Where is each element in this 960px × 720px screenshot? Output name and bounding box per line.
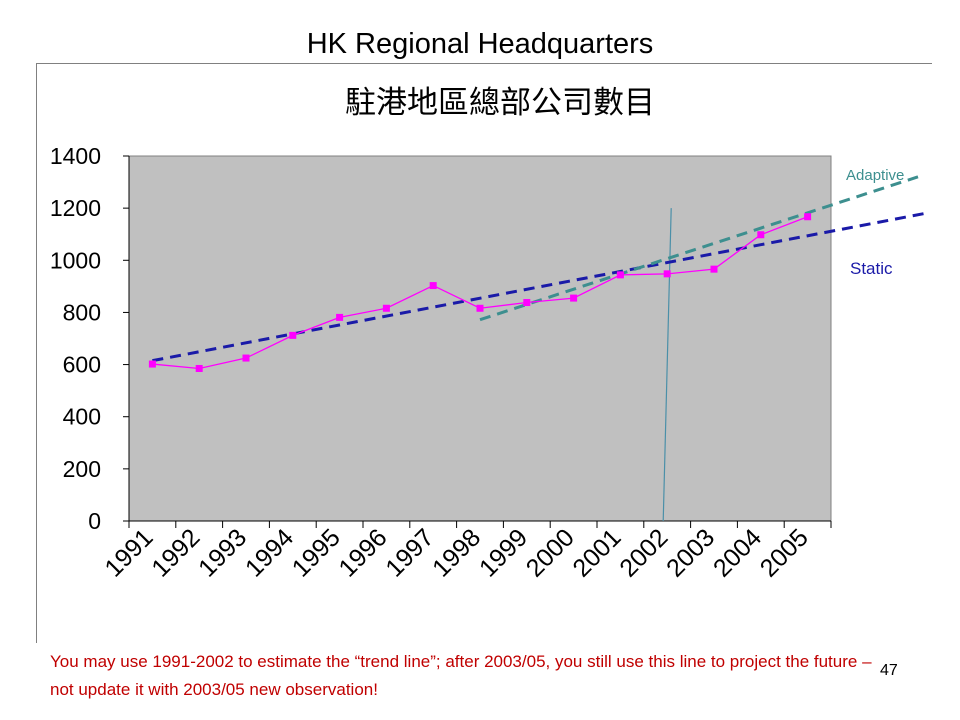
data-point — [757, 231, 765, 239]
x-tick-label: 2005 — [755, 523, 814, 582]
y-tick-label: 1200 — [50, 195, 101, 221]
data-point — [148, 360, 156, 368]
y-tick-label: 200 — [63, 456, 101, 482]
static-label: Static — [850, 259, 893, 278]
x-tick-label: 1993 — [193, 523, 252, 582]
adaptive-label: Adaptive — [846, 167, 904, 184]
y-tick-label: 800 — [63, 299, 101, 325]
x-tick-label: 1996 — [334, 523, 393, 582]
chart-svg: 駐港地區總部公司數目020040060080010001200140019911… — [36, 63, 932, 643]
y-tick-label: 600 — [63, 352, 101, 378]
footnote: You may use 1991-2002 to estimate the “t… — [50, 652, 872, 699]
y-tick-label: 1400 — [50, 143, 101, 169]
data-point — [570, 294, 578, 302]
chart-frame: 駐港地區總部公司數目 0 200 400 600 800 1000 1200 1400 1991 1… — [36, 63, 932, 643]
data-point — [476, 304, 484, 312]
data-point — [195, 364, 203, 372]
chart-title: 駐港地區總部公司數目 — [345, 85, 655, 121]
y-tick-label: 1000 — [50, 247, 101, 273]
data-point — [289, 331, 297, 339]
page-number: 47 — [880, 662, 898, 679]
data-point — [616, 271, 624, 279]
data-point — [336, 313, 344, 321]
x-tick-label: 1999 — [474, 523, 533, 582]
plot-area — [128, 155, 832, 522]
x-tick-label: 1995 — [287, 523, 346, 582]
x-tick-label: 1992 — [146, 523, 205, 582]
x-tick-label: 2000 — [521, 523, 580, 582]
x-tick-label: 2002 — [614, 523, 673, 582]
data-point — [242, 354, 250, 362]
data-point — [429, 282, 437, 290]
x-tick-label: 2001 — [568, 523, 627, 582]
x-tick-label: 1998 — [427, 523, 486, 582]
data-point — [382, 304, 390, 312]
data-point — [710, 265, 718, 273]
x-tick-label: 2004 — [708, 523, 767, 582]
data-point — [663, 270, 671, 278]
adaptive-trend-line — [479, 175, 919, 322]
static-trend-line — [152, 210, 931, 363]
data-point — [804, 213, 812, 221]
slide-title: HK Regional Headquarters — [306, 28, 654, 60]
x-tick-label: 1997 — [380, 523, 439, 582]
data-point — [523, 299, 531, 307]
y-tick-label: 0 — [88, 508, 101, 534]
x-tick-label: 1991 — [100, 523, 159, 582]
divider-line — [662, 208, 672, 522]
x-tick-label: 2003 — [661, 523, 720, 582]
x-tick-label: 1994 — [240, 523, 299, 582]
y-tick-label: 400 — [63, 404, 101, 430]
